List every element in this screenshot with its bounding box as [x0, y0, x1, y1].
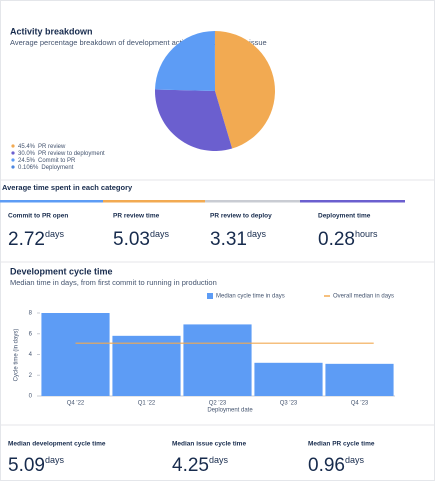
stat-label: PR review time [113, 213, 160, 220]
bar [41, 313, 110, 396]
stat-unit: hours [355, 229, 378, 239]
legend-label: PR review [38, 144, 66, 150]
bar [183, 324, 252, 396]
stat-value: 5.09days [8, 455, 64, 476]
legend-value: 30.0% [18, 151, 36, 157]
stat-number: 3.31 [210, 229, 247, 250]
stat-unit: days [45, 455, 65, 465]
x-tick-label: Q1 '22 [138, 401, 156, 407]
stat-unit: days [247, 229, 267, 239]
legend-entry: 30.0% PR review to deployment [18, 151, 105, 157]
legend-swatch [11, 165, 15, 169]
y-tick-label: 2 [29, 373, 33, 379]
stat-value: 4.25days [172, 455, 228, 476]
stat-label: Median development cycle time [8, 441, 106, 448]
legend-label: PR review to deployment [38, 151, 105, 157]
bar [254, 362, 323, 396]
bar [325, 363, 394, 396]
stat-unit: days [150, 229, 170, 239]
pie-title: Activity breakdown [10, 26, 93, 36]
x-axis-title: Deployment date [207, 408, 253, 414]
legend-label: Commit to PR [38, 158, 76, 164]
stat-number: 0.28 [318, 229, 355, 250]
x-tick-label: Q4 '23 [351, 401, 369, 407]
legend-swatch [11, 144, 15, 148]
stat-value: 2.72days [8, 229, 64, 250]
legend-value: 0.106% [18, 165, 39, 171]
legend-label: Deployment [41, 165, 73, 171]
stat-value: 0.96days [308, 455, 364, 476]
stat-number: 0.96 [308, 455, 345, 476]
stat-unit: days [45, 229, 65, 239]
y-tick-label: 8 [29, 311, 33, 317]
accent-bar [103, 200, 205, 203]
stat-value: 0.28hours [318, 229, 378, 250]
legend-label: Median cycle time in days [216, 294, 285, 300]
stat-label: Commit to PR open [8, 213, 68, 220]
stat-label: Median PR cycle time [308, 441, 375, 448]
legend-swatch [207, 293, 213, 299]
y-tick-label: 0 [29, 394, 33, 400]
legend-value: 24.5% [18, 158, 36, 164]
bar-title: Development cycle time [10, 266, 113, 276]
x-tick-label: Q2 '23 [209, 401, 227, 407]
bar [112, 335, 181, 396]
stat-value: 5.03days [113, 229, 169, 250]
accent-bar [205, 200, 300, 203]
pie-slice [215, 31, 276, 149]
x-tick-label: Q4 '22 [67, 401, 85, 407]
stat-number: 5.09 [8, 455, 45, 476]
stat-number: 2.72 [8, 229, 45, 250]
pie-slice [155, 31, 215, 91]
legend-entry: 0.106% Deployment [18, 165, 74, 171]
stat-label: Median issue cycle time [172, 441, 246, 448]
legend-entry: 45.4% PR review [18, 144, 66, 150]
bar-subtitle: Median time in days, from first commit t… [10, 278, 217, 287]
legend-swatch [11, 158, 15, 162]
stat-label: PR review to deploy [210, 213, 272, 220]
legend-value: 45.4% [18, 144, 36, 150]
x-tick-label: Q3 '23 [280, 401, 298, 407]
pie-subtitle: Average percentage breakdown of developm… [10, 38, 267, 47]
legend-swatch [11, 151, 15, 155]
pie-slice [155, 89, 233, 151]
legend-label: Overall median in days [333, 294, 394, 300]
y-tick-label: 6 [29, 331, 33, 337]
accent-bar [300, 200, 405, 203]
legend-entry: 24.5% Commit to PR [18, 158, 76, 164]
y-axis-title: Cycle time (in days) [14, 329, 20, 382]
accent-bar [0, 200, 103, 203]
stat-label: Deployment time [318, 213, 371, 220]
y-tick-label: 4 [29, 352, 33, 358]
section-title: Average time spent in each category [2, 183, 133, 192]
stat-number: 5.03 [113, 229, 150, 250]
stat-number: 4.25 [172, 455, 209, 476]
stat-value: 3.31days [210, 229, 266, 250]
stat-unit: days [345, 455, 365, 465]
stat-unit: days [209, 455, 229, 465]
